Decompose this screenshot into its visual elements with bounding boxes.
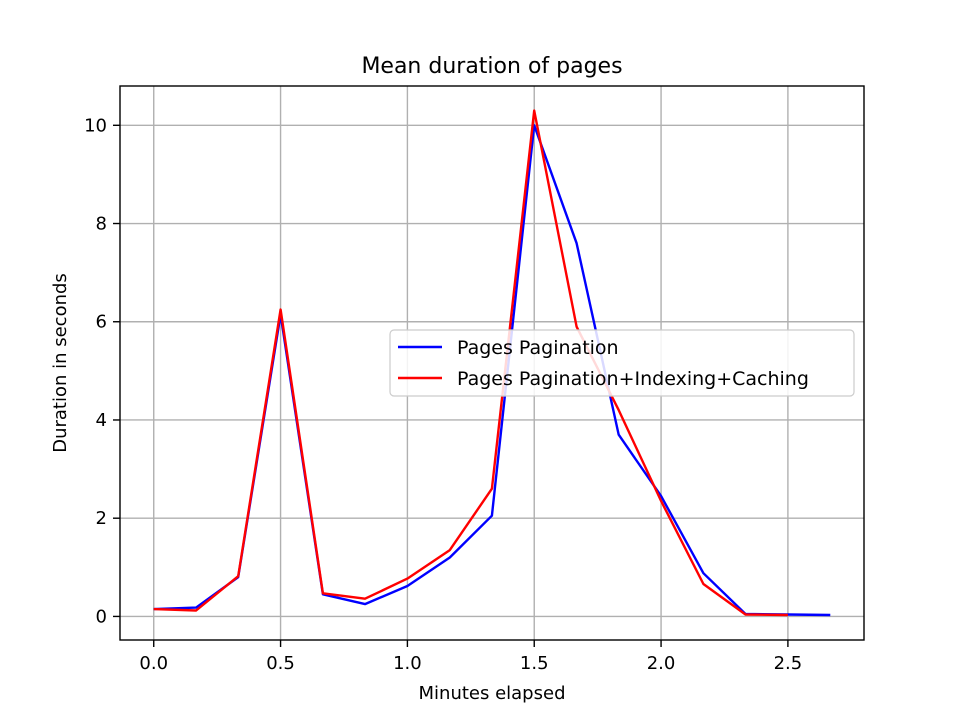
chart-title: Mean duration of pages: [361, 54, 622, 79]
x-axis-label: Minutes elapsed: [419, 683, 566, 704]
y-axis-label: Duration in seconds: [50, 273, 71, 453]
x-tick-label: 2.0: [647, 653, 676, 674]
legend: Pages Pagination Pages Pagination+Indexi…: [389, 329, 855, 397]
x-tick-label: 0.0: [139, 653, 168, 674]
series-line-1: [153, 109, 788, 617]
y-tick-label: 6: [96, 312, 107, 333]
plot-frame: [119, 85, 865, 641]
legend-label-pages-pagination-indexing-caching: Pages Pagination+Indexing+Caching: [457, 368, 809, 390]
axis-ticks: 0.0 0.5 1.0 1.5 2.0 2.5 0 2 4 6 8 10: [84, 115, 802, 674]
x-tick-label: 0.5: [266, 653, 295, 674]
y-tick-label: 4: [96, 410, 107, 431]
legend-label-pages-pagination: Pages Pagination: [457, 337, 619, 359]
y-tick-label: 10: [84, 115, 107, 136]
y-tick-label: 8: [96, 214, 107, 235]
series-layer: [153, 109, 831, 617]
y-tick-label: 0: [96, 606, 107, 627]
x-tick-label: 1.5: [520, 653, 549, 674]
y-tick-label: 2: [96, 508, 107, 529]
x-tick-label: 1.0: [393, 653, 422, 674]
x-tick-label: 2.5: [774, 653, 803, 674]
legend-box: [389, 329, 855, 397]
